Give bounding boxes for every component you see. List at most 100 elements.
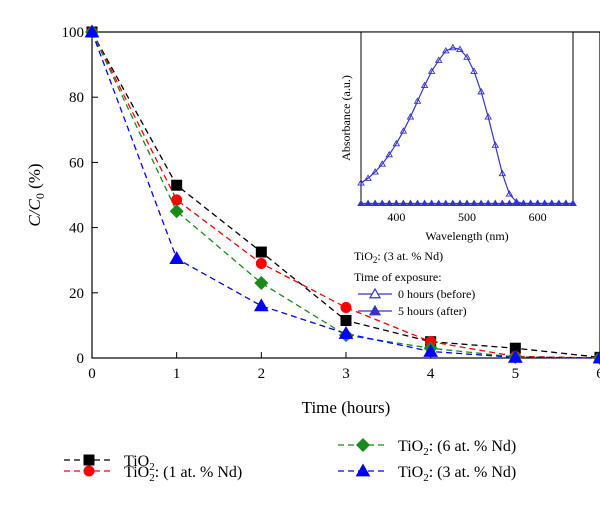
inset-data-point bbox=[491, 199, 500, 206]
main-series bbox=[84, 24, 600, 365]
inset-data-point bbox=[427, 67, 436, 74]
y-tick-label: 0 bbox=[77, 351, 85, 367]
inset-data-point bbox=[540, 199, 549, 206]
inset-data-point bbox=[555, 199, 563, 206]
inset-x-axis-label: Wavelength (nm) bbox=[425, 229, 508, 243]
inset-data-point bbox=[406, 199, 415, 206]
data-point bbox=[507, 349, 523, 363]
inset-data-point bbox=[392, 139, 401, 147]
inset-x-tick-label: 400 bbox=[387, 210, 405, 224]
x-tick-label: 2 bbox=[258, 366, 266, 382]
main-legend: TiO2 TiO2: (6 at. % Nd) TiO2: (1 at. % Nd)… bbox=[64, 438, 516, 484]
inset-legend-marker bbox=[368, 287, 382, 299]
inset-data-point bbox=[470, 199, 478, 206]
inset-legend-label: 0 hours (before) bbox=[398, 287, 475, 301]
inset-data-point bbox=[519, 199, 528, 206]
y-tick-label: 80 bbox=[69, 90, 84, 106]
inset-data-point bbox=[491, 141, 500, 148]
x-tick-label: 3 bbox=[342, 366, 350, 382]
inset-data-point bbox=[569, 199, 577, 206]
data-point bbox=[84, 24, 100, 38]
inset-data-point bbox=[364, 199, 372, 206]
data-point bbox=[338, 326, 354, 339]
inset-data-point bbox=[357, 179, 365, 186]
data-point bbox=[423, 343, 439, 357]
legend-label: TiO2 bbox=[124, 453, 155, 473]
inset-data-point bbox=[463, 53, 471, 60]
legend-item: TiO2: (3 at. % Nd) bbox=[338, 463, 516, 484]
inset-data-point bbox=[385, 199, 394, 206]
legend-label: TiO2: (3 at. % Nd) bbox=[398, 464, 516, 484]
y-tick-label: 40 bbox=[69, 221, 84, 237]
y-axis-label-unit: (%) bbox=[25, 163, 44, 193]
inset-data-point bbox=[477, 199, 485, 206]
data-point bbox=[169, 251, 185, 264]
inset-data-point bbox=[413, 97, 422, 104]
inset-data-point bbox=[498, 169, 507, 177]
inset-data-point bbox=[498, 199, 507, 206]
data-point bbox=[171, 179, 183, 191]
data-point bbox=[255, 257, 267, 269]
inset-annotation-title: TiO2: (3 at. % Nd) bbox=[354, 249, 443, 265]
inset-data-point bbox=[456, 199, 464, 206]
inset-data-point bbox=[562, 199, 570, 206]
data-point bbox=[255, 246, 267, 258]
x-tick-label: 5 bbox=[512, 366, 520, 382]
legend-marker bbox=[83, 465, 95, 477]
inset-data-point bbox=[399, 127, 408, 134]
inset-data-point bbox=[484, 113, 492, 120]
inset-annotation-main: TiO bbox=[354, 249, 373, 263]
data-point bbox=[509, 342, 521, 354]
data-point bbox=[592, 350, 600, 364]
inset-data-point bbox=[477, 87, 485, 95]
legend-item: TiO2 bbox=[64, 453, 155, 473]
inset-legend-label: 5 hours (after) bbox=[398, 304, 467, 318]
inset-data-point bbox=[420, 199, 429, 206]
inset-data-point bbox=[420, 81, 429, 89]
inset-data-point bbox=[385, 150, 394, 158]
inset-x-tick-label: 500 bbox=[458, 210, 476, 224]
inset-data-point bbox=[357, 199, 365, 206]
y-tick-label: 100 bbox=[62, 25, 85, 41]
inset-data-point bbox=[434, 56, 443, 63]
x-tick-label: 1 bbox=[173, 366, 181, 382]
inset-data-point bbox=[449, 199, 457, 206]
inset-data-point bbox=[442, 199, 450, 206]
y-axis-label: C/C0 (%) bbox=[25, 163, 47, 226]
inset-legend-item: 5 hours (after) bbox=[358, 304, 467, 318]
x-tick-label: 6 bbox=[596, 366, 600, 382]
data-point bbox=[253, 298, 269, 312]
legend-label: TiO2: (1 at. % Nd) bbox=[124, 464, 242, 484]
inset-legend: 0 hours (before) 5 hours (after) bbox=[358, 287, 475, 318]
inset-data-point bbox=[505, 199, 514, 206]
inset-data-point bbox=[470, 67, 478, 74]
y-axis-label-sub: 0 bbox=[33, 193, 47, 199]
inset-data-point bbox=[533, 199, 542, 206]
inset-data-point bbox=[505, 190, 514, 197]
y-tick-label: 20 bbox=[69, 286, 84, 302]
inset-data-point bbox=[413, 199, 422, 206]
data-point bbox=[340, 301, 352, 313]
inset-annotation-rest: : (3 at. % Nd) bbox=[377, 249, 443, 263]
inset-data-point bbox=[512, 199, 521, 206]
legend-item: TiO2: (1 at. % Nd) bbox=[64, 464, 242, 484]
inset-legend-item: 0 hours (before) bbox=[358, 287, 475, 301]
inset-series bbox=[357, 43, 577, 206]
inset-plot-frame bbox=[360, 31, 574, 206]
data-point bbox=[340, 315, 352, 327]
inset-data-point bbox=[526, 199, 535, 206]
data-point bbox=[169, 204, 184, 219]
inset-data-point bbox=[378, 160, 386, 167]
inset-annotation-sub: 2 bbox=[373, 255, 378, 265]
inset-x-tick-label: 600 bbox=[529, 210, 547, 224]
inset-data-point bbox=[463, 199, 471, 206]
inset-data-point bbox=[456, 45, 464, 52]
legend-label: TiO2: (6 at. % Nd) bbox=[398, 438, 516, 458]
inset-data-point bbox=[434, 199, 443, 206]
x-axis-label: Time (hours) bbox=[302, 398, 391, 417]
legend-item: TiO2: (6 at. % Nd) bbox=[338, 438, 516, 458]
legend-marker bbox=[356, 438, 370, 452]
inset-data-point bbox=[392, 199, 401, 206]
